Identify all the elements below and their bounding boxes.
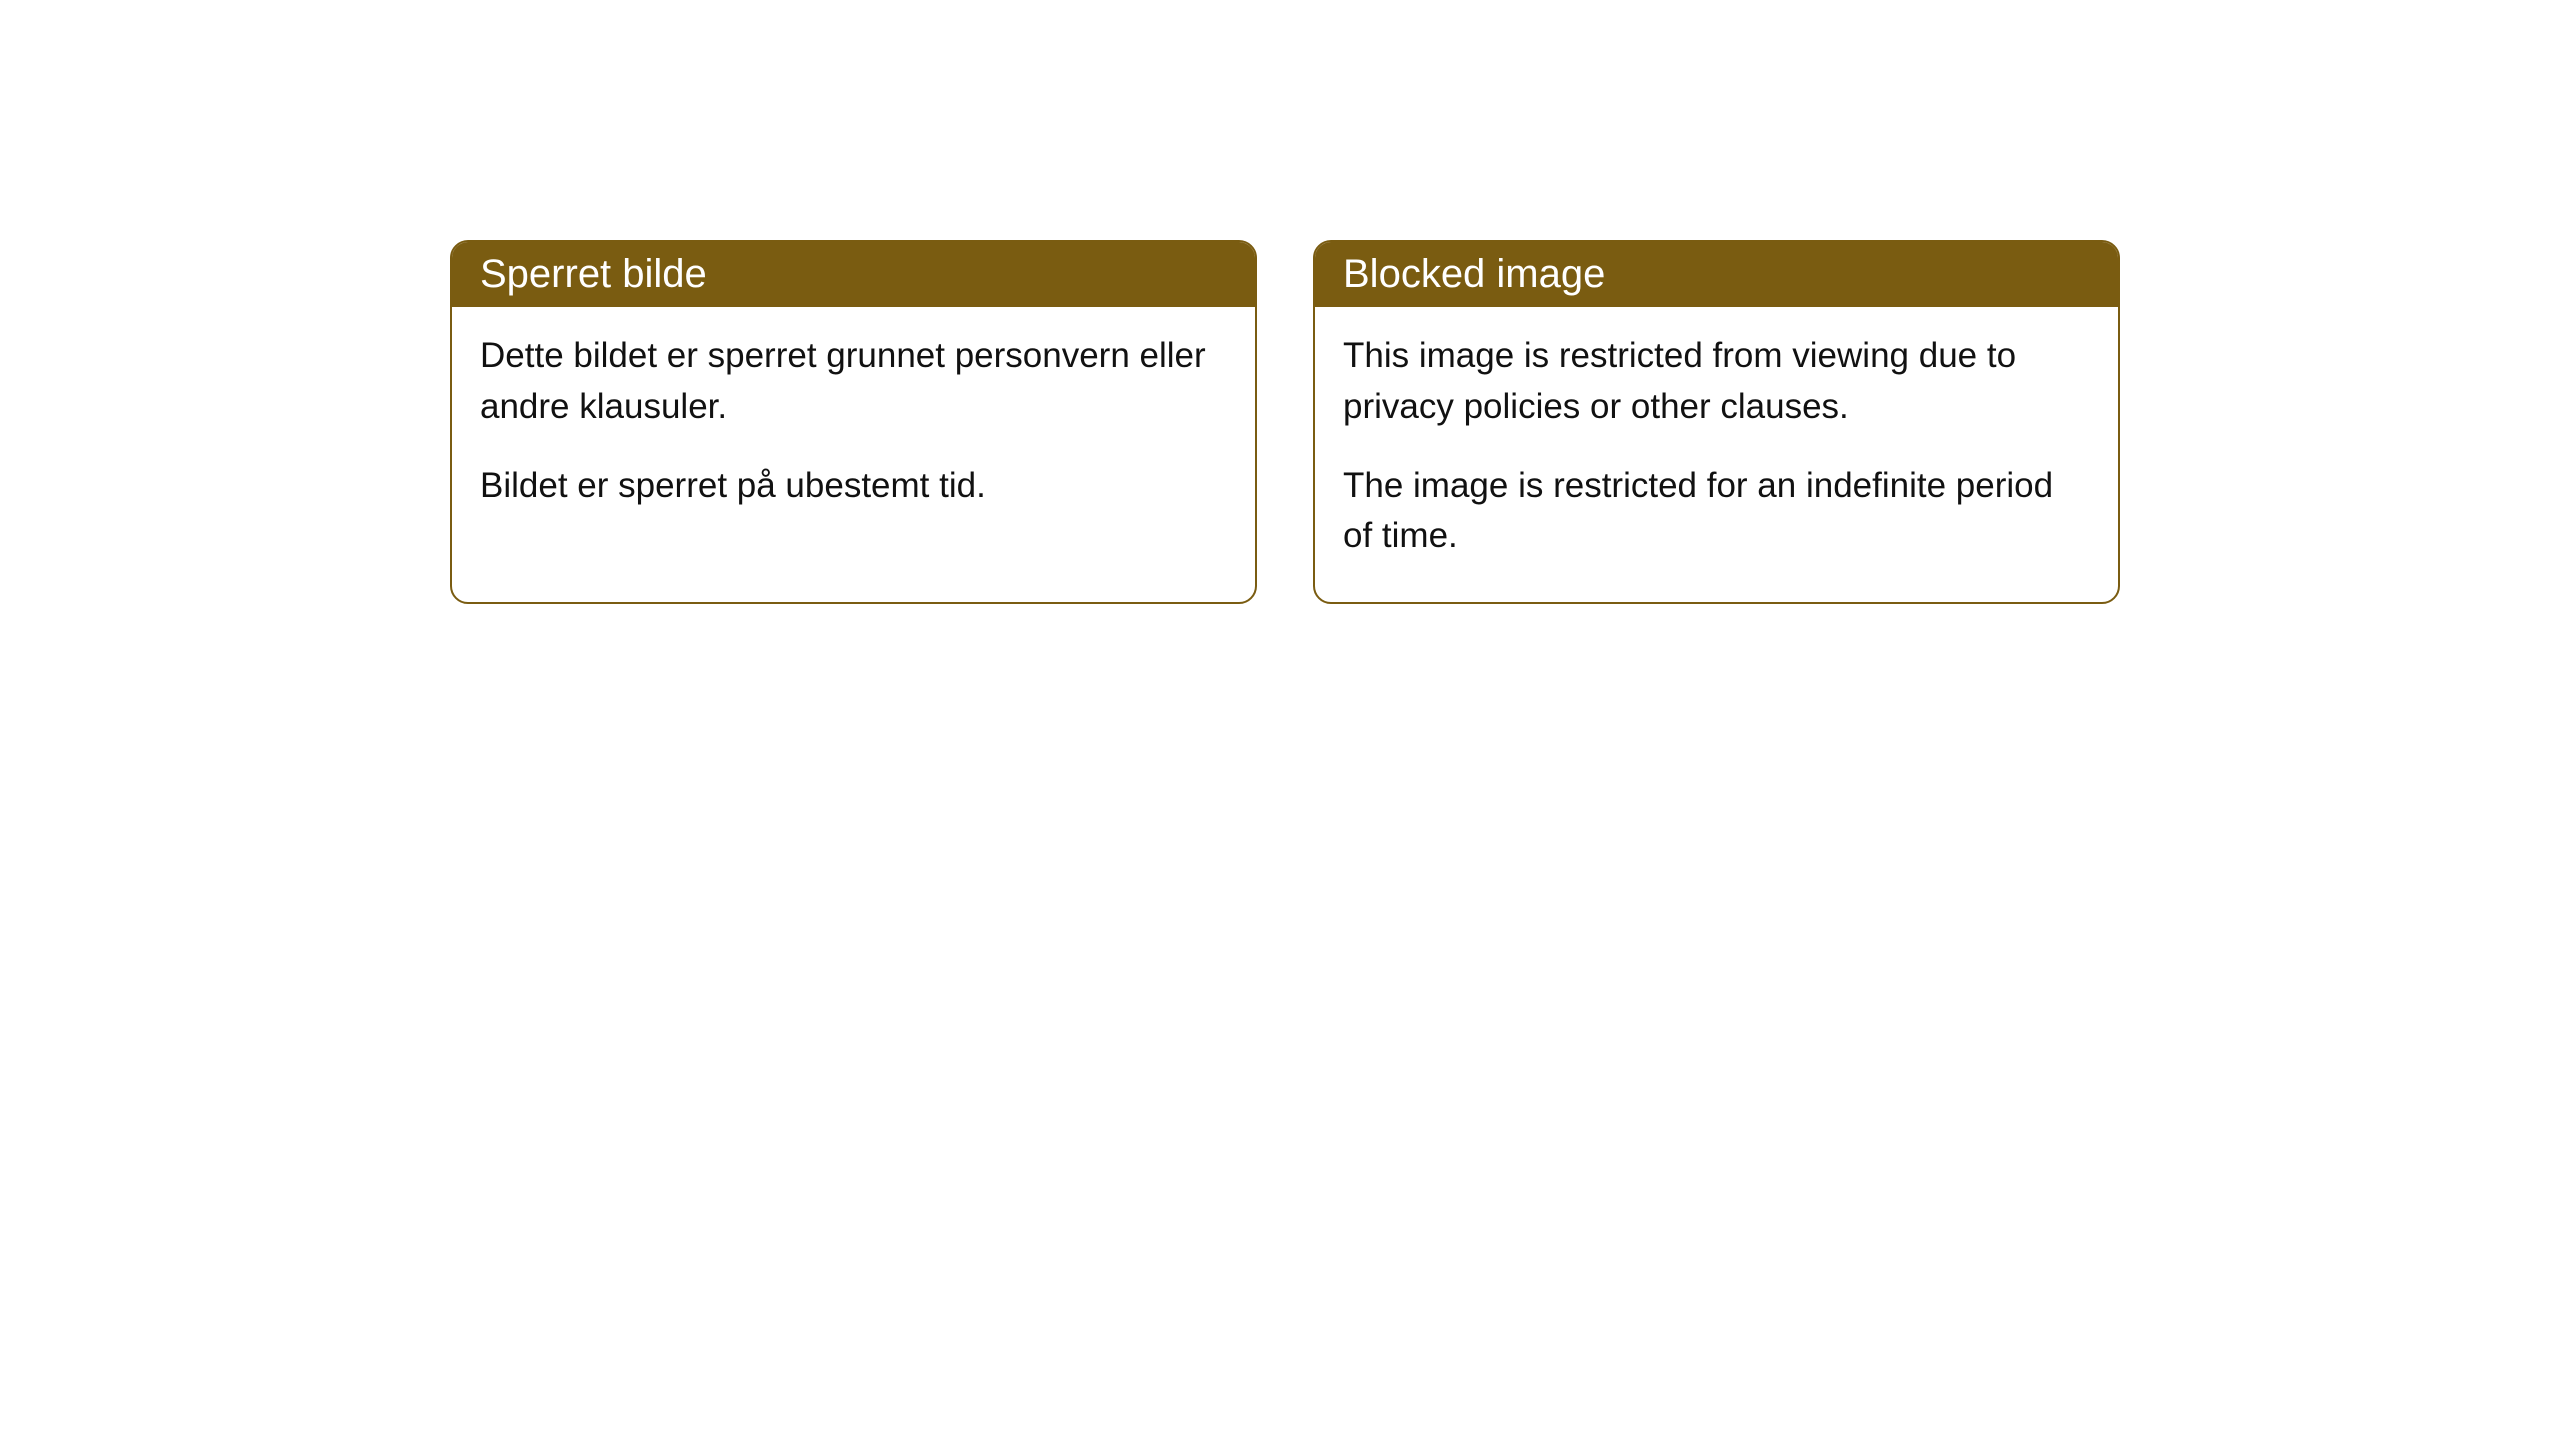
blocked-image-card-en: Blocked image This image is restricted f… (1313, 240, 2120, 604)
card-title-no: Sperret bilde (480, 252, 707, 296)
blocked-image-card-no: Sperret bilde Dette bildet er sperret gr… (450, 240, 1257, 604)
cards-container: Sperret bilde Dette bildet er sperret gr… (450, 240, 2120, 604)
card-paragraph-en-2: The image is restricted for an indefinit… (1343, 461, 2090, 563)
card-paragraph-no-2: Bildet er sperret på ubestemt tid. (480, 461, 1227, 512)
card-header-en: Blocked image (1315, 242, 2118, 307)
card-title-en: Blocked image (1343, 252, 1605, 296)
card-body-en: This image is restricted from viewing du… (1315, 307, 2118, 602)
card-body-no: Dette bildet er sperret grunnet personve… (452, 307, 1255, 551)
card-paragraph-no-1: Dette bildet er sperret grunnet personve… (480, 331, 1227, 433)
card-header-no: Sperret bilde (452, 242, 1255, 307)
card-paragraph-en-1: This image is restricted from viewing du… (1343, 331, 2090, 433)
